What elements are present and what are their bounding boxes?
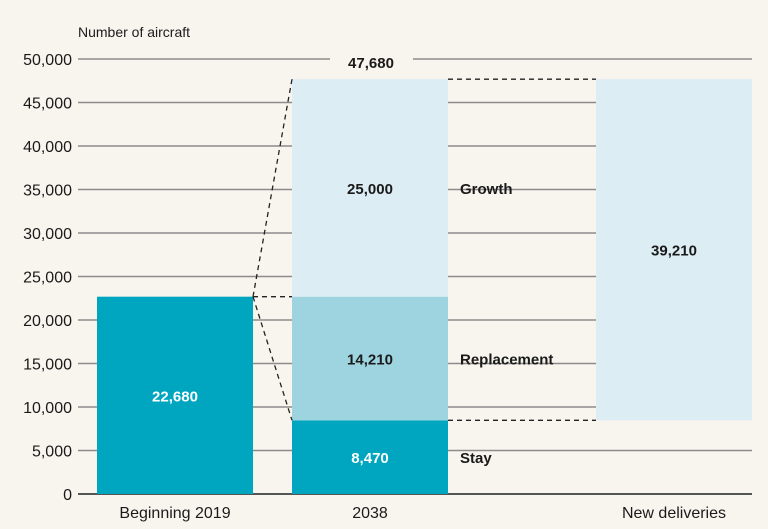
bar-stay xyxy=(292,420,448,494)
y-tick-label: 5,000 xyxy=(32,444,72,461)
x-category-label: New deliveries xyxy=(622,505,726,522)
bar-value-label: 14,210 xyxy=(347,351,393,368)
total-label: 47,680 xyxy=(348,55,394,72)
y-tick-label: 35,000 xyxy=(23,183,72,200)
y-tick-label: 50,000 xyxy=(23,52,72,69)
y-tick-label: 0 xyxy=(63,487,72,504)
connector-lines xyxy=(252,78,596,421)
bar-value-label: 25,000 xyxy=(347,181,393,198)
bar-value-label: 39,210 xyxy=(651,243,697,260)
y-tick-label: 30,000 xyxy=(23,226,72,243)
y-tick-label: 45,000 xyxy=(23,96,72,113)
y-tick-label: 40,000 xyxy=(23,139,72,156)
x-category-label: 2038 xyxy=(352,505,388,522)
bar-beginning-2019 xyxy=(97,296,253,494)
y-tick-label: 15,000 xyxy=(23,357,72,374)
segment-name-label: Stay xyxy=(460,450,492,467)
data-labels: 22,680 8,470 Stay 14,210 Replacement 25,000 Gr… xyxy=(152,181,697,467)
y-tick-label: 25,000 xyxy=(23,270,72,287)
segment-name-label: Growth xyxy=(460,181,513,198)
y-tick-label: 20,000 xyxy=(23,313,72,330)
bar-new-deliveries xyxy=(596,79,752,421)
segment-name-label: Replacement xyxy=(460,351,553,368)
dashed-connector xyxy=(252,79,293,297)
bar-replacement xyxy=(292,296,448,421)
y-axis-ticks: 0 5,000 10,000 15,000 20,000 25,000 30,000 35,0… xyxy=(23,52,72,504)
y-tick-label: 10,000 xyxy=(23,400,72,417)
bar-growth xyxy=(292,79,448,297)
y-axis-title: Number of aircraft xyxy=(78,24,190,40)
dashed-connector xyxy=(252,296,293,421)
bar-value-label: 8,470 xyxy=(351,450,389,467)
x-axis-labels: Beginning 2019 2038 New deliveries xyxy=(119,505,726,522)
bars xyxy=(97,79,752,494)
bar-value-label: 22,680 xyxy=(152,388,198,405)
x-category-label: Beginning 2019 xyxy=(119,505,230,522)
